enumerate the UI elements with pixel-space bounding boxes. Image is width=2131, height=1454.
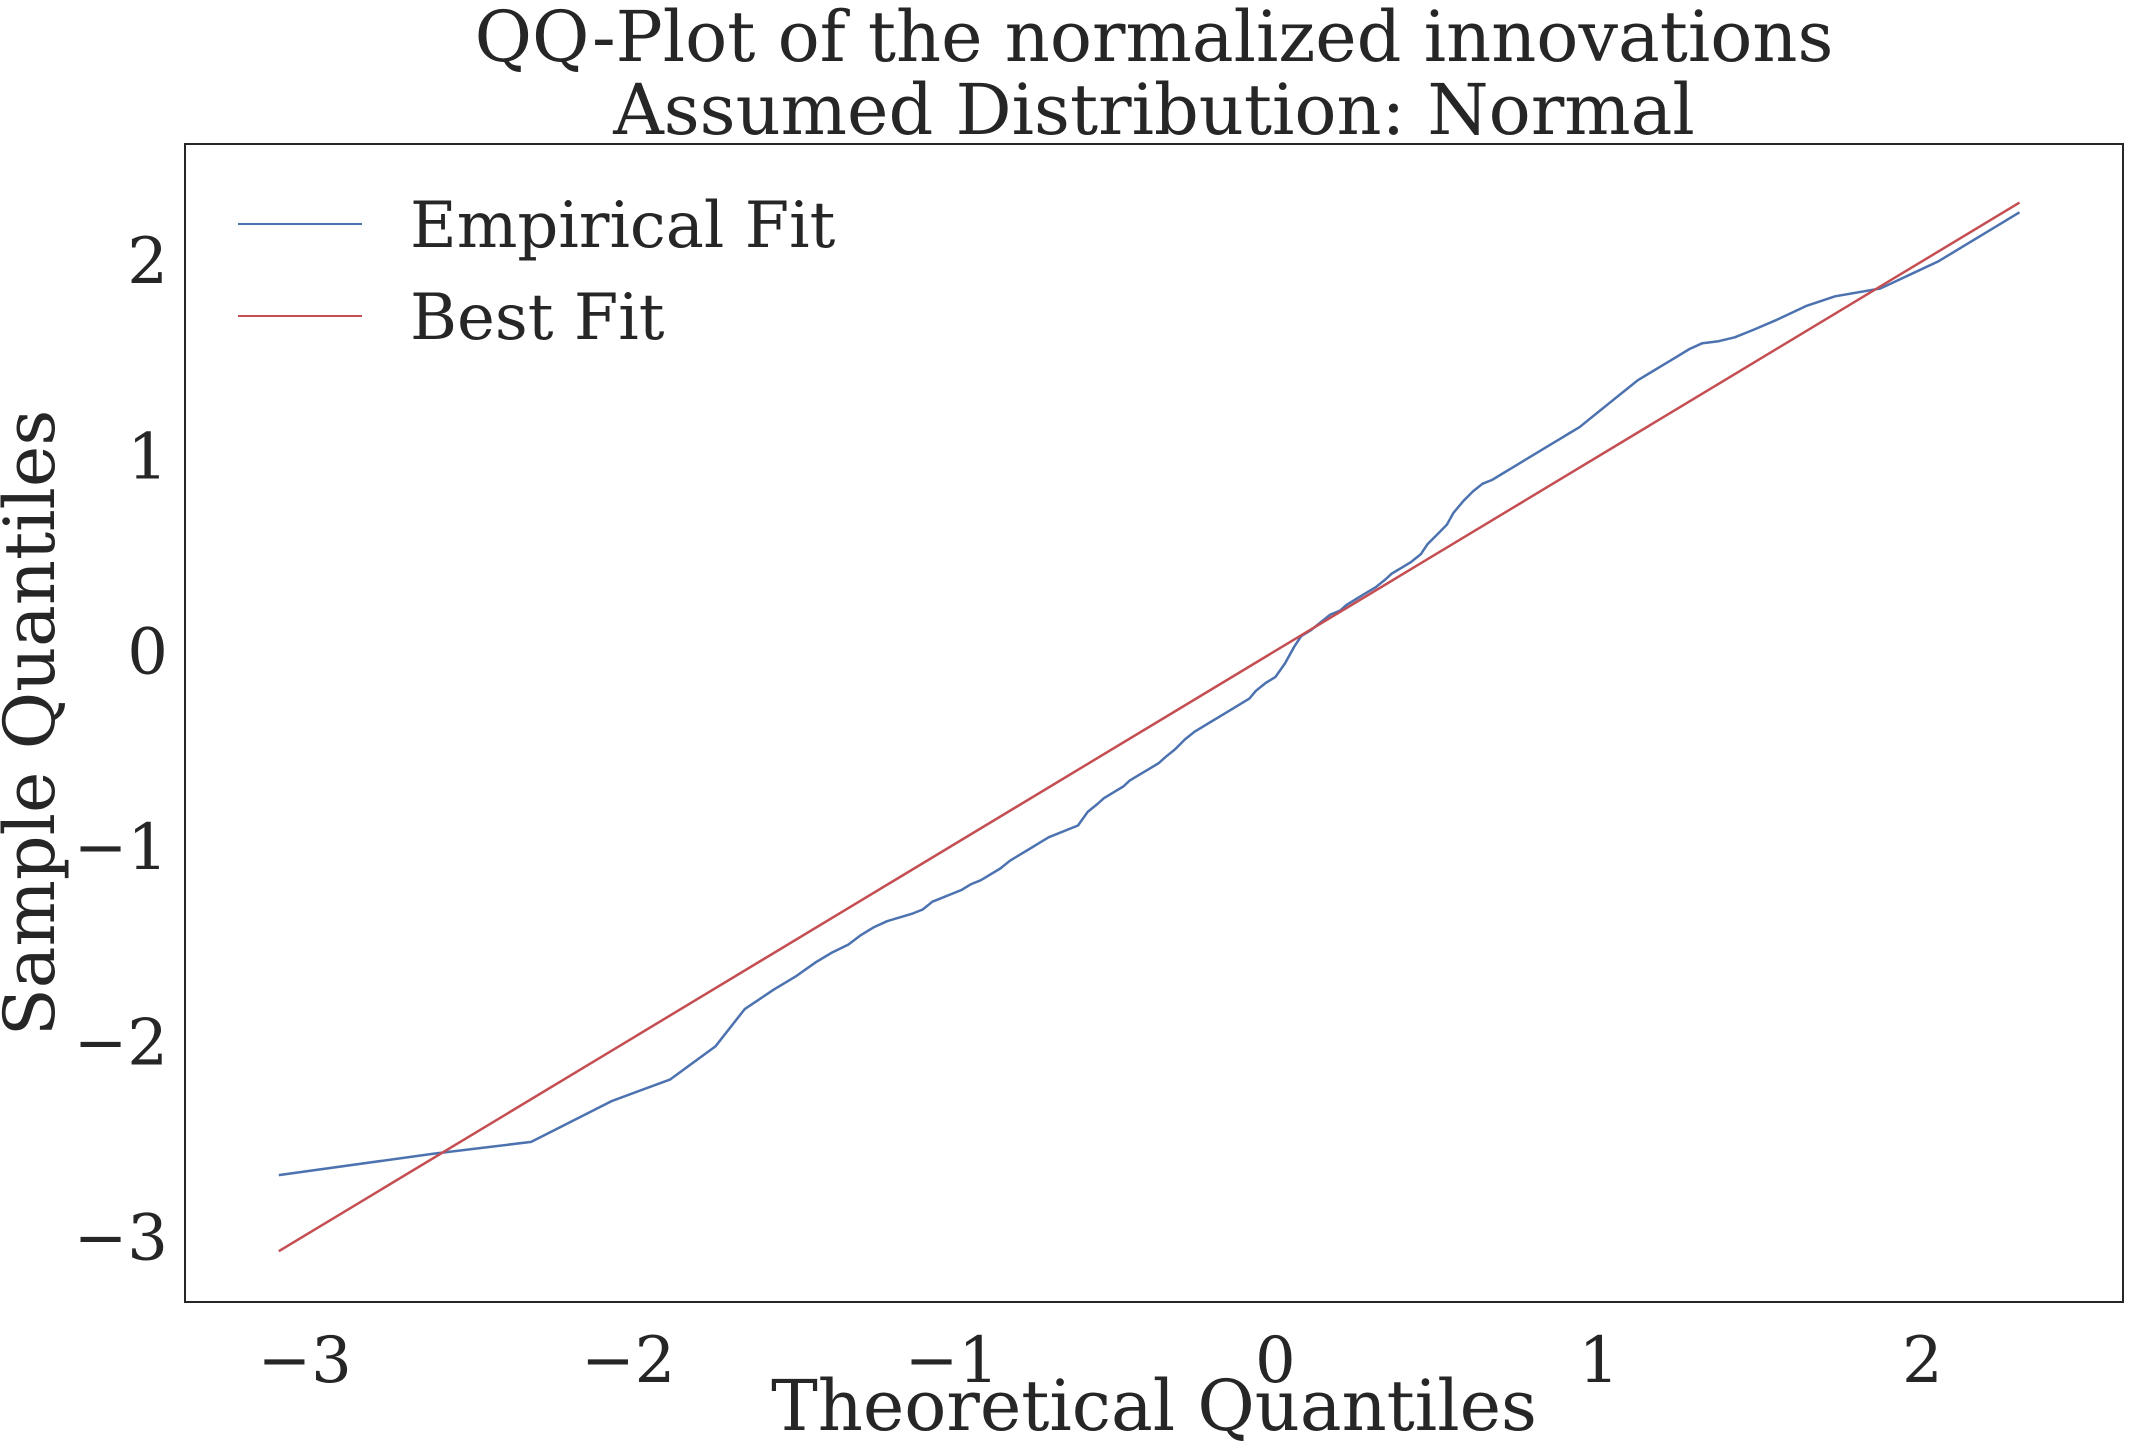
x-tick-label: 2 xyxy=(1902,1324,1943,1398)
y-tick-label: −1 xyxy=(74,811,168,885)
series-layer xyxy=(278,201,2021,1253)
x-tick-label: −3 xyxy=(258,1324,352,1398)
series-line-empirical-fit xyxy=(278,211,2021,1177)
x-tick-label: −2 xyxy=(581,1324,675,1398)
chart-subtitle: Assumed Distribution: Normal xyxy=(612,69,1695,151)
legend: Empirical Fit Best Fit xyxy=(238,189,836,355)
y-tick-label: −3 xyxy=(74,1202,168,1276)
legend-label-best-fit: Best Fit xyxy=(410,281,665,355)
y-tick-label: 2 xyxy=(127,225,168,299)
chart-title: QQ-Plot of the normalized innovations xyxy=(475,0,1834,78)
x-tick-label: 0 xyxy=(1255,1324,1296,1398)
y-axis-ticks: −3 −2 −1 0 1 2 xyxy=(74,225,168,1275)
x-axis-label: Theoretical Quantiles xyxy=(771,1365,1537,1447)
legend-label-empirical-fit: Empirical Fit xyxy=(410,189,836,263)
x-tick-label: 1 xyxy=(1579,1324,1620,1398)
y-tick-label: 1 xyxy=(127,420,168,494)
series-line-best-fit xyxy=(278,201,2021,1253)
x-axis-ticks: −3 −2 −1 0 1 2 xyxy=(258,1324,1943,1398)
plot-area-frame xyxy=(184,143,2124,1303)
y-tick-label: −2 xyxy=(74,1006,168,1080)
y-tick-label: 0 xyxy=(127,616,168,690)
x-tick-label: −1 xyxy=(905,1324,999,1398)
y-axis-label: Sample Quantiles xyxy=(0,410,71,1036)
